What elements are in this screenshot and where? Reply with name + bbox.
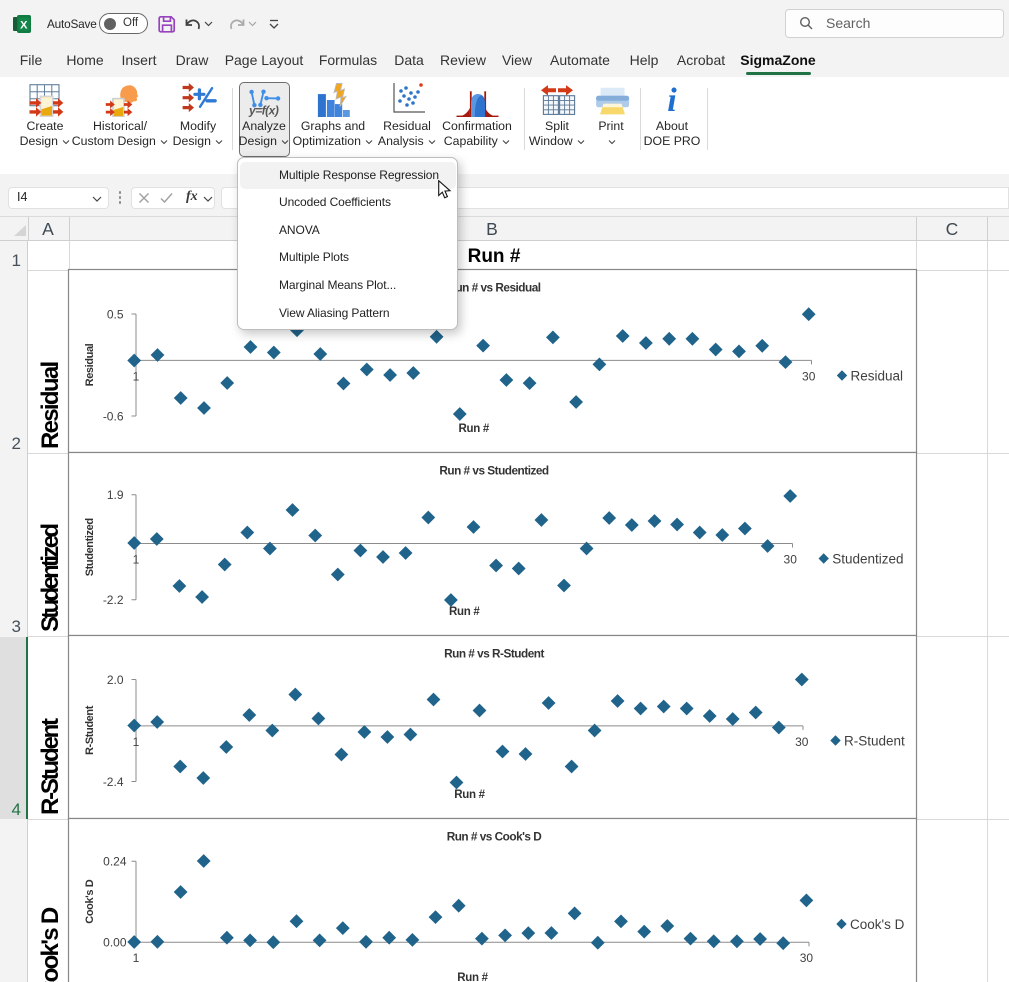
svg-text:X: X	[20, 20, 28, 32]
svg-text:0.00: 0.00	[103, 936, 127, 950]
svg-text:Run #: Run #	[459, 423, 490, 435]
svg-text:30: 30	[800, 951, 814, 965]
svg-text:Run #: Run #	[457, 972, 488, 982]
svg-text:Residual: Residual	[851, 368, 904, 383]
svg-text:Cook's D: Cook's D	[84, 879, 96, 923]
svg-text:-2.4: -2.4	[103, 775, 124, 789]
svg-text:1: 1	[133, 553, 140, 567]
svg-text:1: 1	[133, 735, 140, 749]
svg-text:Residual: Residual	[84, 343, 96, 386]
svg-text:-2.2: -2.2	[103, 593, 124, 607]
svg-text:Residual: Residual	[37, 363, 64, 449]
svg-text:R-Student: R-Student	[84, 705, 96, 755]
svg-text:Run # vs Cook's D: Run # vs Cook's D	[447, 830, 543, 844]
svg-text:R-Student: R-Student	[844, 733, 905, 748]
svg-text:1: 1	[133, 369, 140, 383]
svg-text:Run #: Run #	[454, 789, 485, 801]
svg-text:Run #: Run #	[449, 606, 480, 618]
svg-text:2.0: 2.0	[107, 673, 124, 687]
svg-text:1: 1	[133, 951, 140, 965]
svg-text:Studentized: Studentized	[84, 518, 96, 576]
svg-text:0.5: 0.5	[107, 307, 124, 321]
svg-text:R-Student: R-Student	[37, 718, 64, 815]
svg-text:Cook's D: Cook's D	[850, 917, 905, 932]
svg-text:Run # vs R-Student: Run # vs R-Student	[444, 647, 544, 661]
svg-text:Run # vs Studentized: Run # vs Studentized	[439, 464, 549, 478]
svg-text:30: 30	[784, 553, 798, 567]
svg-text:y=f(x): y=f(x)	[248, 104, 279, 118]
svg-text:1.9: 1.9	[107, 488, 124, 502]
svg-text:Studentized: Studentized	[832, 551, 903, 566]
svg-text:-0.6: -0.6	[103, 409, 124, 423]
svg-text:i: i	[667, 82, 677, 117]
svg-text:30: 30	[795, 735, 809, 749]
svg-text:Studentized: Studentized	[37, 524, 64, 632]
svg-text:30: 30	[802, 369, 816, 383]
svg-text:0.24: 0.24	[103, 855, 127, 869]
svg-text:Cook's D: Cook's D	[37, 907, 64, 982]
svg-text:Run # vs Residual: Run # vs Residual	[447, 281, 540, 295]
